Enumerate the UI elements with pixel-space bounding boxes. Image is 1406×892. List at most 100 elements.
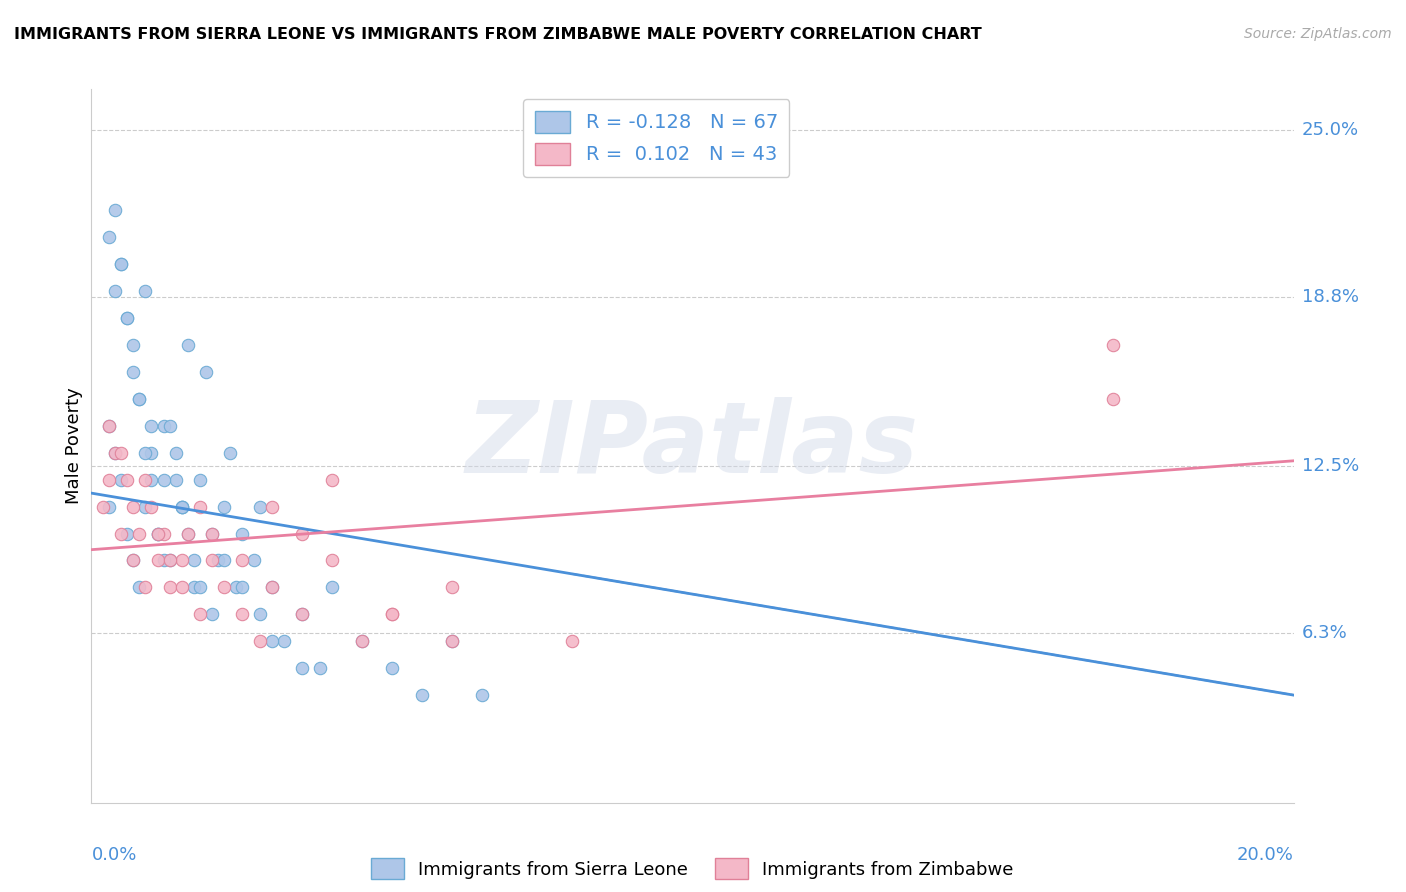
Point bbox=[146, 526, 169, 541]
Text: 18.8%: 18.8% bbox=[1302, 287, 1358, 306]
Point bbox=[260, 580, 283, 594]
Point bbox=[104, 203, 127, 218]
Point bbox=[122, 553, 145, 567]
Point bbox=[152, 473, 174, 487]
Point bbox=[152, 526, 174, 541]
Point bbox=[98, 500, 121, 514]
Point bbox=[321, 473, 343, 487]
Point bbox=[122, 365, 145, 379]
Point bbox=[381, 607, 404, 622]
Point bbox=[291, 607, 314, 622]
Point bbox=[471, 688, 494, 702]
Point bbox=[231, 553, 253, 567]
Point bbox=[188, 580, 211, 594]
Point bbox=[350, 634, 373, 648]
Point bbox=[231, 607, 253, 622]
Point bbox=[249, 500, 271, 514]
Point bbox=[440, 634, 463, 648]
Point bbox=[141, 446, 163, 460]
Point bbox=[201, 526, 224, 541]
Point bbox=[249, 607, 271, 622]
Point bbox=[440, 634, 463, 648]
Point bbox=[165, 446, 187, 460]
Point bbox=[183, 553, 205, 567]
Point bbox=[134, 500, 156, 514]
Point bbox=[170, 580, 193, 594]
Point bbox=[212, 553, 235, 567]
Point bbox=[440, 580, 463, 594]
Point bbox=[212, 500, 235, 514]
Point bbox=[141, 500, 163, 514]
Point bbox=[225, 580, 247, 594]
Point bbox=[117, 311, 139, 326]
Point bbox=[170, 500, 193, 514]
Text: Source: ZipAtlas.com: Source: ZipAtlas.com bbox=[1244, 27, 1392, 41]
Point bbox=[308, 661, 330, 675]
Point bbox=[146, 526, 169, 541]
Point bbox=[321, 553, 343, 567]
Point bbox=[159, 418, 181, 433]
Point bbox=[207, 553, 229, 567]
Point bbox=[381, 607, 404, 622]
Point bbox=[128, 580, 150, 594]
Point bbox=[561, 634, 583, 648]
Point bbox=[134, 446, 156, 460]
Y-axis label: Male Poverty: Male Poverty bbox=[65, 388, 83, 504]
Text: IMMIGRANTS FROM SIERRA LEONE VS IMMIGRANTS FROM ZIMBABWE MALE POVERTY CORRELATIO: IMMIGRANTS FROM SIERRA LEONE VS IMMIGRAN… bbox=[14, 27, 981, 42]
Point bbox=[176, 526, 198, 541]
Point bbox=[170, 500, 193, 514]
Point bbox=[260, 634, 283, 648]
Point bbox=[146, 526, 169, 541]
Point bbox=[165, 473, 187, 487]
Point bbox=[194, 365, 217, 379]
Point bbox=[159, 553, 181, 567]
Point bbox=[231, 526, 253, 541]
Text: 20.0%: 20.0% bbox=[1237, 846, 1294, 863]
Point bbox=[201, 607, 224, 622]
Point bbox=[212, 580, 235, 594]
Point bbox=[159, 553, 181, 567]
Point bbox=[128, 526, 150, 541]
Point bbox=[122, 553, 145, 567]
Point bbox=[188, 607, 211, 622]
Point bbox=[122, 500, 145, 514]
Point bbox=[152, 418, 174, 433]
Text: 12.5%: 12.5% bbox=[1302, 458, 1360, 475]
Point bbox=[93, 500, 115, 514]
Point bbox=[411, 688, 433, 702]
Text: ZIPatlas: ZIPatlas bbox=[465, 398, 920, 494]
Point bbox=[260, 500, 283, 514]
Point bbox=[381, 661, 404, 675]
Point bbox=[176, 526, 198, 541]
Point bbox=[321, 580, 343, 594]
Point bbox=[201, 526, 224, 541]
Point bbox=[188, 473, 211, 487]
Point bbox=[249, 634, 271, 648]
Point bbox=[122, 338, 145, 352]
Point bbox=[104, 446, 127, 460]
Text: 6.3%: 6.3% bbox=[1302, 624, 1347, 642]
Point bbox=[98, 230, 121, 244]
Point bbox=[146, 553, 169, 567]
Text: 0.0%: 0.0% bbox=[91, 846, 136, 863]
Point bbox=[260, 580, 283, 594]
Point bbox=[134, 580, 156, 594]
Point bbox=[110, 526, 132, 541]
Point bbox=[218, 446, 240, 460]
Point bbox=[117, 311, 139, 326]
Text: 25.0%: 25.0% bbox=[1302, 120, 1360, 138]
Point bbox=[176, 338, 198, 352]
Point bbox=[110, 446, 132, 460]
Point bbox=[170, 500, 193, 514]
Point bbox=[291, 607, 314, 622]
Point bbox=[188, 500, 211, 514]
Point bbox=[141, 473, 163, 487]
Point bbox=[98, 418, 121, 433]
Point bbox=[98, 473, 121, 487]
Point bbox=[350, 634, 373, 648]
Point bbox=[104, 446, 127, 460]
Point bbox=[183, 580, 205, 594]
Legend: Immigrants from Sierra Leone, Immigrants from Zimbabwe: Immigrants from Sierra Leone, Immigrants… bbox=[364, 851, 1021, 887]
Point bbox=[104, 284, 127, 298]
Point bbox=[134, 473, 156, 487]
